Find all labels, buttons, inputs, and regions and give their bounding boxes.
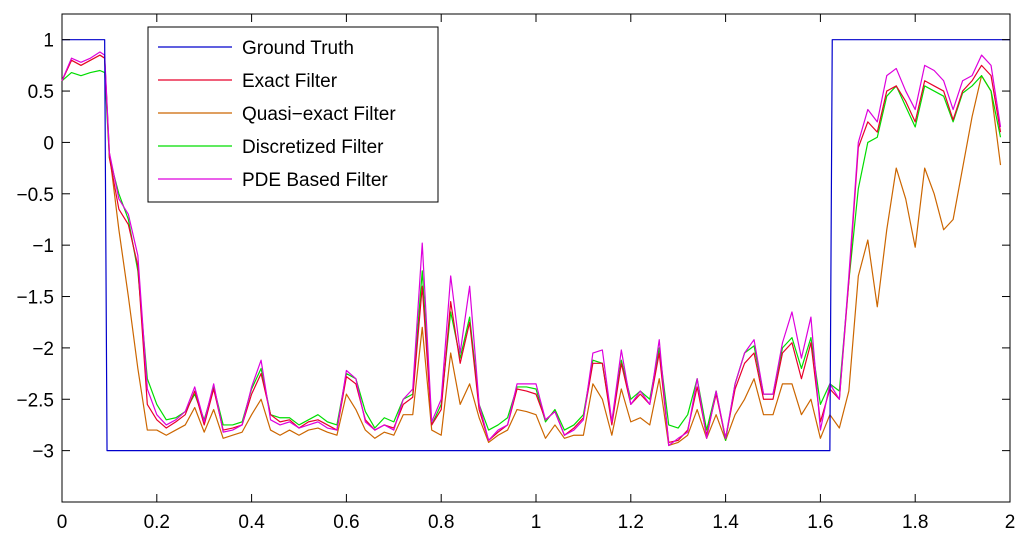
legend-label: Discretized Filter xyxy=(242,137,384,158)
x-tick-label: 0.8 xyxy=(428,512,454,533)
y-tick-label: −2 xyxy=(32,339,54,360)
y-tick-label: 0.5 xyxy=(28,82,54,103)
legend-label: PDE Based Filter xyxy=(242,170,388,191)
y-axis: 1 0.5 0 −0.5 −1 −1.5 −2 −2.5 −3 xyxy=(16,31,1010,463)
legend: Ground Truth Exact Filter Quasi−exact Filt… xyxy=(147,26,439,203)
legend-label: Quasi−exact Filter xyxy=(242,104,396,125)
series-line-ground-truth xyxy=(62,39,1010,452)
x-tick-label: 1.8 xyxy=(902,512,928,533)
legend-label: Ground Truth xyxy=(242,38,354,59)
y-tick-label: −0.5 xyxy=(16,185,54,206)
series-layer xyxy=(61,39,1010,452)
x-tick-label: 1.4 xyxy=(712,512,739,533)
series-line-pde-based-filter xyxy=(61,51,1002,447)
y-tick-label: −3 xyxy=(32,442,54,463)
series-line-quasi-exact-filter xyxy=(61,54,1002,447)
x-tick-label: 0.4 xyxy=(238,512,265,533)
y-tick-label: −2.5 xyxy=(16,390,54,411)
y-tick-label: −1.5 xyxy=(16,288,54,309)
x-tick-label: 0.2 xyxy=(144,512,170,533)
x-tick-label: 1.6 xyxy=(807,512,833,533)
x-tick-label: 1 xyxy=(531,512,542,533)
y-tick-label: 0 xyxy=(43,133,54,154)
x-tick-label: 0 xyxy=(57,512,68,533)
x-tick-label: 0.6 xyxy=(333,512,359,533)
legend-box xyxy=(147,26,439,203)
legend-label: Exact Filter xyxy=(242,71,338,92)
x-tick-label: 2 xyxy=(1005,512,1016,533)
y-tick-label: 1 xyxy=(43,31,54,52)
y-tick-label: −1 xyxy=(32,236,54,257)
x-tick-label: 1.2 xyxy=(618,512,644,533)
x-axis: 0 0.2 0.4 0.6 0.8 1 1.2 1.4 1.6 1.8 2 xyxy=(57,14,1016,533)
